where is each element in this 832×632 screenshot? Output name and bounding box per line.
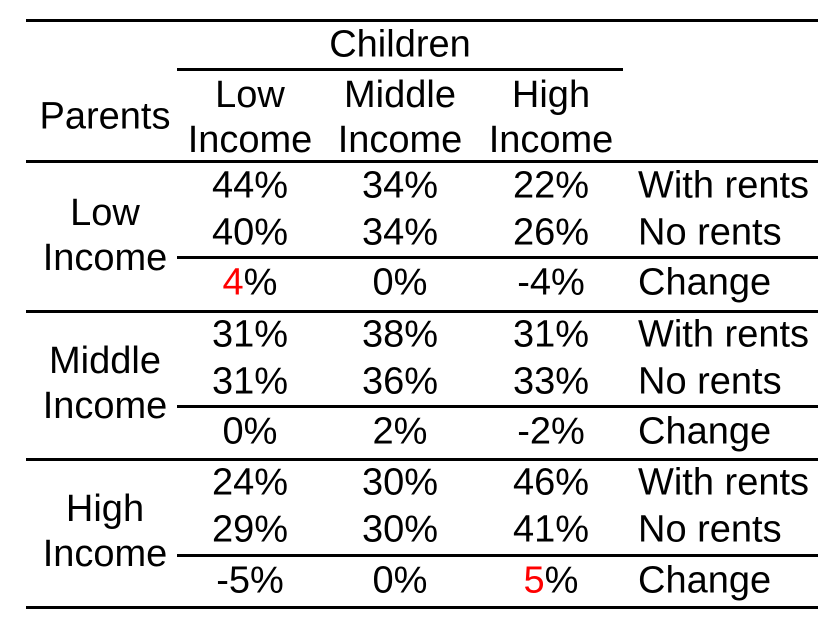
change-cell: 0%: [373, 262, 428, 305]
row-header-line-1: Middle: [49, 340, 161, 382]
change-cell: 4%: [223, 262, 278, 305]
row-header-high-income-parents: High Income: [43, 487, 168, 577]
change-rule-block-3: [177, 554, 818, 557]
measure-label-change: Change: [638, 410, 772, 453]
percent-sign: %: [551, 410, 585, 453]
top-rule: [26, 19, 818, 22]
column-header-line-2: Income: [337, 119, 463, 161]
row-header-line-1: Low: [70, 192, 140, 234]
value-cell: 44%: [211, 164, 289, 207]
measure-label-change: Change: [638, 261, 772, 304]
block-1-bottom-rule: [26, 310, 818, 313]
parents-header: Parents: [39, 95, 171, 138]
percent-sign: %: [393, 410, 428, 453]
row-header-line-2: Income: [42, 237, 168, 279]
change-value: 2: [372, 410, 394, 453]
change-value: -2: [517, 410, 551, 453]
change-cell: 0%: [373, 560, 428, 603]
measure-label-change: Change: [638, 559, 772, 602]
change-cell: 5%: [524, 560, 579, 603]
column-header-line-1: Low: [215, 74, 285, 116]
column-header-low-income: Low Income: [188, 73, 313, 163]
change-rule-block-1: [177, 256, 818, 259]
children-header: Children: [329, 23, 471, 66]
measure-label-with-rents: With rents: [638, 164, 810, 207]
change-cell: 2%: [373, 411, 428, 454]
change-value: 4: [222, 261, 244, 304]
percent-sign: %: [243, 261, 278, 304]
change-value: 0: [372, 261, 394, 304]
measure-label-no-rents: No rents: [638, 360, 782, 403]
measure-label-no-rents: No rents: [638, 211, 782, 254]
column-header-line-1: High: [511, 74, 591, 116]
change-cell: 0%: [223, 411, 278, 454]
value-cell: 30%: [361, 461, 439, 504]
row-header-line-1: High: [65, 488, 145, 530]
percent-sign: %: [393, 559, 428, 602]
change-value: 0: [372, 559, 394, 602]
value-cell: 26%: [512, 211, 590, 254]
column-header-high-income: High Income: [489, 73, 614, 163]
children-underline-rule: [177, 68, 623, 71]
column-header-line-2: Income: [187, 119, 313, 161]
value-cell: 29%: [211, 508, 289, 551]
change-rule-block-2: [177, 405, 818, 408]
block-2-bottom-rule: [26, 458, 818, 461]
measure-label-with-rents: With rents: [638, 461, 810, 504]
row-header-line-2: Income: [42, 385, 168, 427]
value-cell: 22%: [512, 164, 590, 207]
bottom-rule: [26, 606, 818, 609]
value-cell: 24%: [211, 461, 289, 504]
change-value: 0: [222, 410, 244, 453]
value-cell: 34%: [361, 211, 439, 254]
value-cell: 31%: [512, 313, 590, 356]
column-header-line-1: Middle: [344, 74, 456, 116]
value-cell: 41%: [512, 508, 590, 551]
value-cell: 46%: [512, 461, 590, 504]
percent-sign: %: [544, 559, 579, 602]
change-value: -4: [517, 261, 551, 304]
value-cell: 31%: [211, 360, 289, 403]
change-value: 5: [523, 559, 545, 602]
percent-sign: %: [393, 261, 428, 304]
percent-sign: %: [551, 261, 585, 304]
percent-sign: %: [250, 559, 284, 602]
value-cell: 40%: [211, 211, 289, 254]
percent-sign: %: [243, 410, 278, 453]
change-value: -5: [216, 559, 250, 602]
header-bottom-rule: [26, 160, 818, 163]
change-cell: -4%: [517, 262, 585, 305]
column-header-line-2: Income: [488, 119, 614, 161]
value-cell: 34%: [361, 164, 439, 207]
value-cell: 31%: [211, 313, 289, 356]
value-cell: 33%: [512, 360, 590, 403]
value-cell: 38%: [361, 313, 439, 356]
measure-label-no-rents: No rents: [638, 508, 782, 551]
value-cell: 30%: [361, 508, 439, 551]
row-header-line-2: Income: [42, 533, 168, 575]
row-header-low-income-parents: Low Income: [43, 191, 168, 281]
change-cell: -2%: [517, 411, 585, 454]
measure-label-with-rents: With rents: [638, 313, 810, 356]
change-cell: -5%: [216, 560, 284, 603]
value-cell: 36%: [361, 360, 439, 403]
column-header-middle-income: Middle Income: [338, 73, 463, 163]
row-header-middle-income-parents: Middle Income: [43, 339, 168, 429]
